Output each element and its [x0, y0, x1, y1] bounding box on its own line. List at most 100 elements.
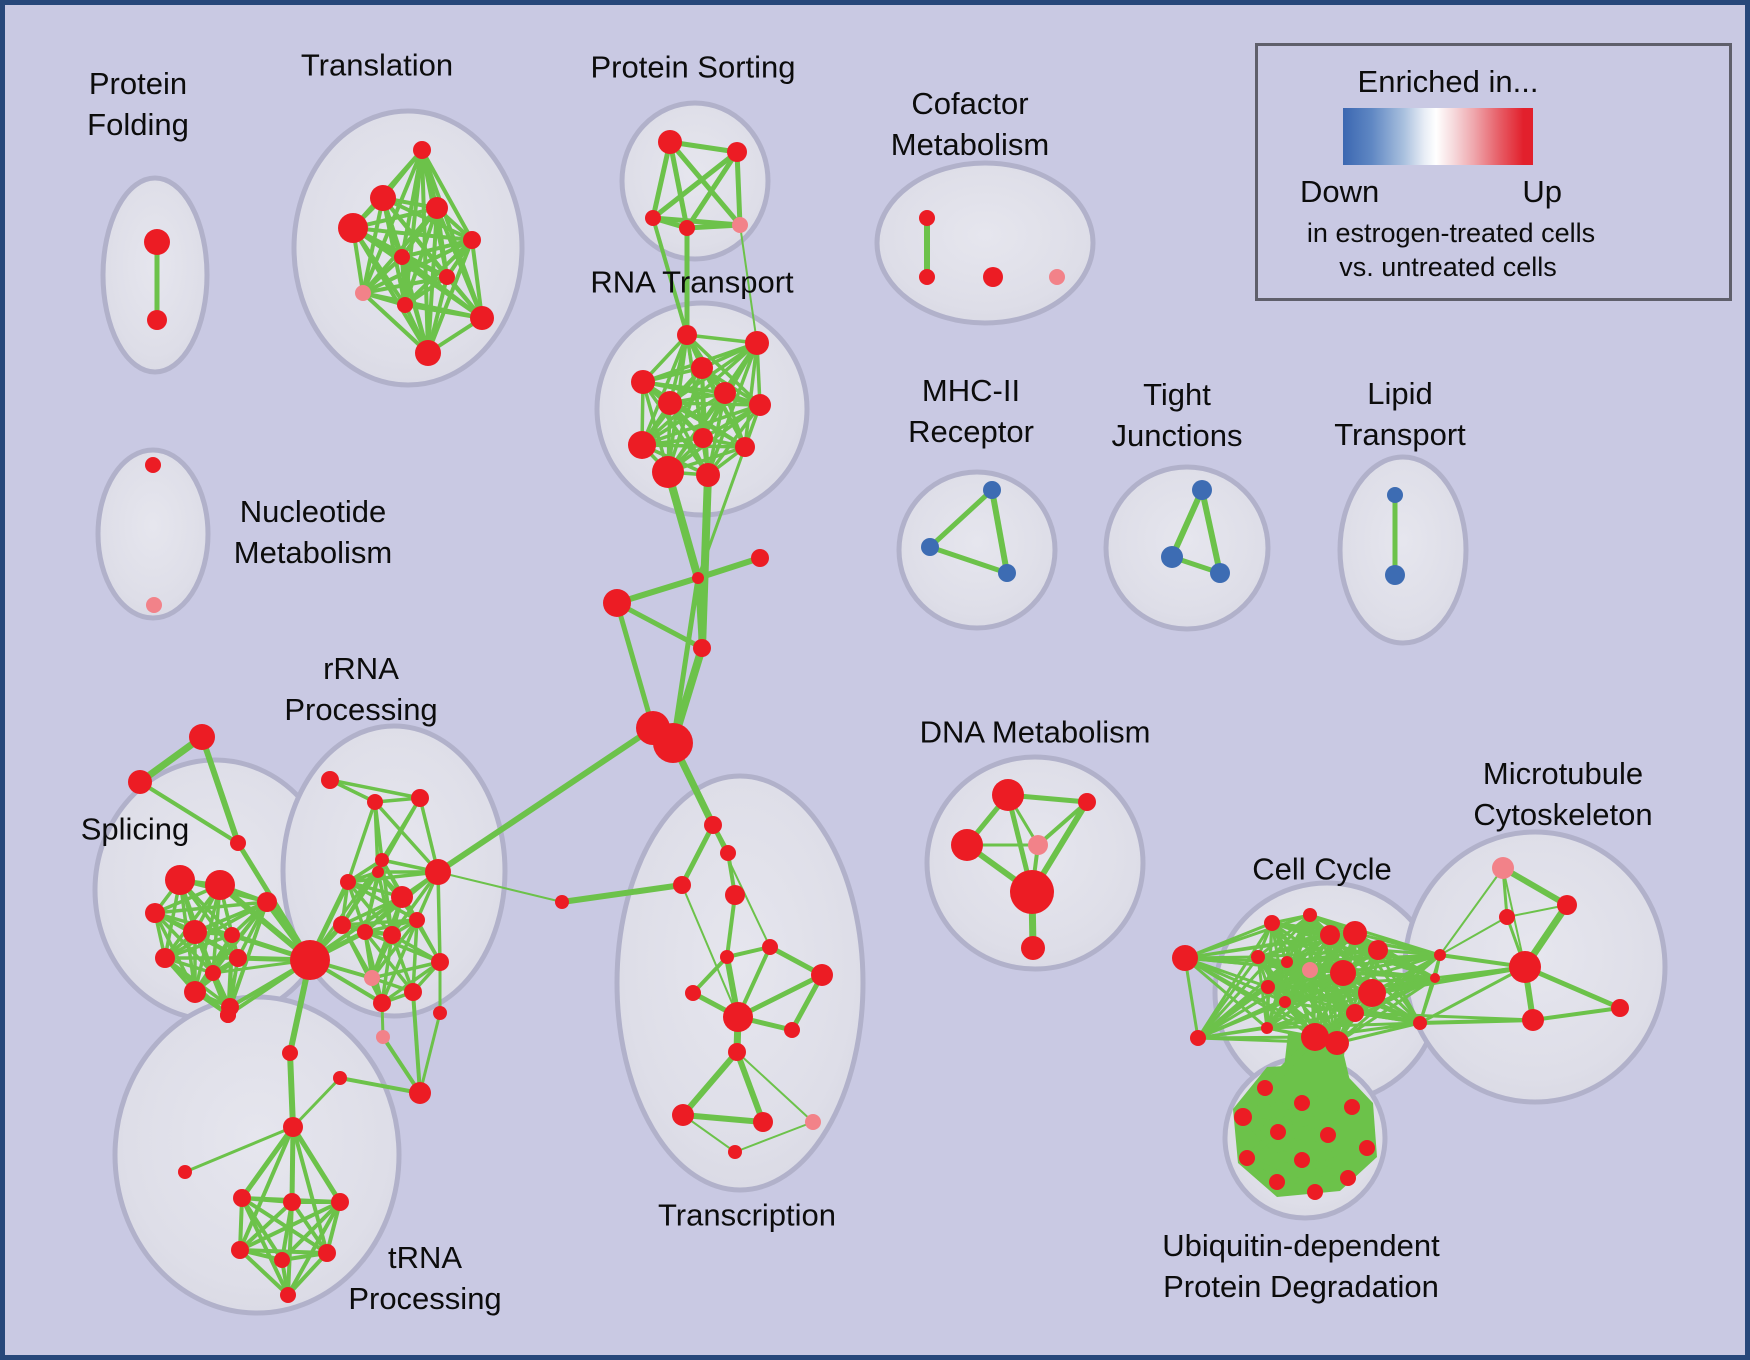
cluster-label-lipid_transport: Lipid Transport — [1334, 376, 1466, 452]
geneset-node-red — [1269, 1174, 1285, 1190]
geneset-node-red — [1611, 999, 1629, 1017]
geneset-node-red — [992, 779, 1024, 811]
edge — [240, 1197, 290, 1296]
edge — [1266, 1011, 1356, 1030]
geneset-node-red — [1343, 921, 1367, 945]
edge — [286, 1251, 329, 1297]
edge — [989, 489, 1010, 574]
edge — [418, 1012, 442, 1094]
edge — [1242, 1104, 1353, 1120]
edge — [1377, 948, 1436, 980]
edge — [437, 871, 563, 903]
edge — [376, 871, 394, 936]
edge — [561, 882, 683, 905]
edge — [361, 197, 385, 294]
geneset-node-red — [220, 1007, 236, 1023]
geneset-node-red — [658, 391, 682, 415]
geneset-node-red — [652, 456, 684, 488]
edge — [400, 255, 484, 320]
geneset-node-red — [426, 197, 448, 219]
cluster-label-rna_transport: RNA Transport — [590, 264, 794, 300]
edge — [1183, 957, 1200, 1039]
edge — [238, 1126, 295, 1251]
geneset-node-red — [391, 886, 413, 908]
edge — [669, 401, 761, 407]
geneset-node-red — [1251, 950, 1265, 964]
edge — [682, 1112, 764, 1125]
geneset-node-red — [233, 1189, 251, 1207]
edge — [436, 725, 655, 875]
cluster-label-cell_cycle: Cell Cycle — [1252, 851, 1392, 887]
cluster-label-translation: Translation — [300, 47, 454, 83]
geneset-node-red — [1010, 870, 1054, 914]
edge — [1532, 1006, 1621, 1022]
geneset-node-pink — [1302, 962, 1318, 978]
edge — [1354, 1011, 1534, 1022]
geneset-node-red — [1190, 1030, 1206, 1046]
geneset-node-pink — [732, 217, 748, 233]
edge — [1377, 948, 1441, 957]
cluster-label-dna_metabolism: DNA Metabolism — [919, 714, 1151, 750]
edge — [289, 1126, 296, 1203]
edge — [1439, 916, 1508, 956]
edge — [239, 1125, 296, 1200]
edge — [1336, 976, 1436, 1045]
geneset-node-red — [951, 829, 983, 861]
geneset-node-red — [145, 903, 165, 923]
geneset-node-red — [1359, 1140, 1375, 1156]
geneset-node-red — [1078, 793, 1096, 811]
edge — [736, 1051, 814, 1123]
edge — [1342, 971, 1436, 980]
geneset-node-red — [1172, 945, 1198, 971]
edge — [1336, 1021, 1421, 1045]
geneset-node-red — [725, 885, 745, 905]
edge — [286, 1201, 294, 1296]
edge — [1240, 1034, 1318, 1120]
geneset-node-red — [645, 210, 661, 226]
geneset-node-red — [727, 142, 747, 162]
cluster-label-ubiquitin_degradation: Ubiquitin-dependent Protein Degradation — [1162, 1228, 1440, 1304]
edge — [199, 736, 241, 844]
cluster-bubble-nucleotide_metabolism — [95, 447, 211, 621]
edge — [154, 900, 268, 915]
geneset-node-red — [280, 1287, 296, 1303]
geneset-node-red — [409, 912, 425, 928]
edge — [329, 778, 421, 800]
edge — [641, 380, 710, 477]
geneset-node-red — [321, 771, 339, 789]
cluster-label-tight_junctions: Tight Junctions — [1111, 377, 1243, 453]
geneset-node-red — [230, 835, 246, 851]
geneset-node-red — [383, 926, 401, 944]
edge — [340, 871, 380, 926]
edge — [238, 1200, 294, 1252]
edge — [436, 871, 442, 963]
geneset-node-red — [1368, 940, 1388, 960]
geneset-node-red — [720, 845, 736, 861]
cluster-bubble-lipid_transport — [1337, 454, 1469, 646]
geneset-node-red — [184, 981, 206, 1003]
edge — [138, 780, 240, 845]
edge — [668, 140, 742, 227]
edge — [691, 955, 729, 995]
geneset-node-red — [1557, 895, 1577, 915]
geneset-node-red — [144, 229, 170, 255]
edge — [743, 342, 759, 448]
edge — [736, 972, 824, 1020]
cluster-label-cofactor_metabolism: Cofactor Metabolism — [890, 86, 1050, 162]
edge — [1354, 931, 1441, 957]
geneset-node-red — [439, 269, 455, 285]
geneset-node-red — [692, 572, 704, 584]
geneset-node-red — [331, 1193, 349, 1211]
edge — [435, 207, 484, 319]
edge — [1265, 934, 1332, 1029]
geneset-node-red — [1330, 960, 1356, 986]
geneset-node-red — [679, 220, 695, 236]
edge — [339, 1076, 421, 1095]
geneset-node-red — [811, 964, 833, 986]
edge — [346, 801, 377, 883]
cluster-label-protein_folding: Protein Folding — [87, 66, 189, 142]
legend-subtitle-line1: in estrogen-treated cells — [1306, 218, 1596, 248]
edge — [664, 470, 702, 580]
geneset-node-red — [677, 325, 697, 345]
edge — [1169, 488, 1205, 559]
